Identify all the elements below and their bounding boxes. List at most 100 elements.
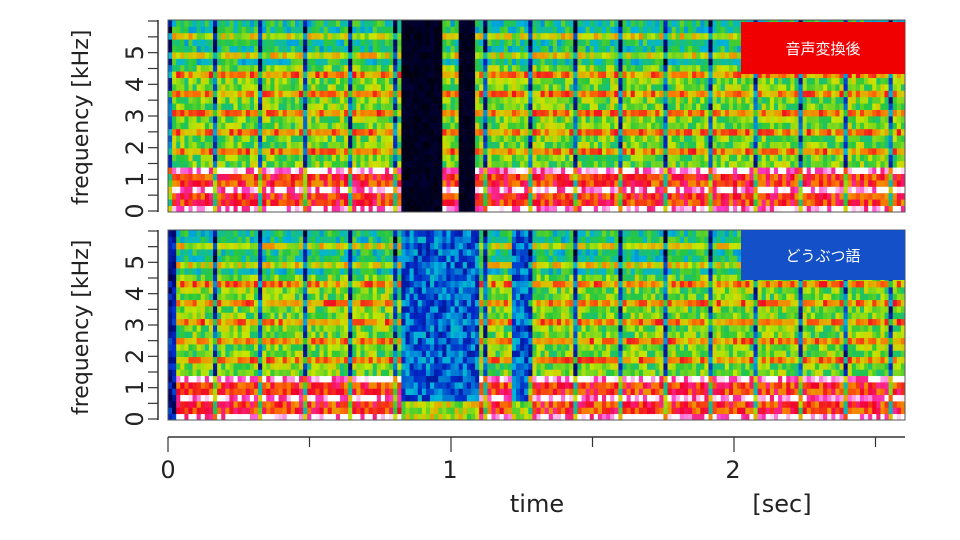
spectrogram-cell: [249, 39, 255, 46]
spectrogram-cell: [425, 45, 431, 53]
spectrogram-cell: [610, 96, 615, 104]
spectrogram-cell: [696, 26, 701, 34]
spectrogram-cell: [331, 84, 337, 91]
spectrogram-cell: [470, 141, 476, 149]
spectrogram-cell: [364, 135, 370, 142]
spectrogram-cell: [213, 135, 218, 142]
spectrogram-cell: [737, 64, 742, 72]
spectrogram-cell: [790, 154, 795, 162]
spectrogram-cell: [773, 180, 779, 187]
spectrogram-cell: [188, 141, 193, 149]
spectrogram-cell: [352, 199, 357, 206]
spectrogram-cell: [479, 186, 484, 194]
spectrogram-cell: [434, 32, 439, 40]
spectrogram-cell: [692, 141, 697, 149]
spectrogram-cell: [425, 20, 431, 27]
spectrogram-cell: [810, 116, 816, 123]
spectrogram-cell: [728, 135, 734, 142]
spectrogram-cell: [544, 199, 550, 206]
spectrogram-cell: [438, 71, 443, 78]
spectrogram-cell: [417, 64, 423, 72]
spectrogram-cell: [434, 160, 439, 168]
spectrogram-cell: [389, 122, 394, 130]
spectrogram-cell: [843, 122, 849, 130]
spectrogram-cell: [671, 180, 677, 187]
spectrogram-cell: [548, 116, 554, 123]
spectrogram-cell: [311, 32, 316, 40]
spectrogram-cell: [642, 199, 648, 206]
spectrogram-cell: [835, 186, 840, 194]
spectrogram-cell: [483, 26, 488, 34]
spectrogram-cell: [233, 77, 238, 85]
spectrogram-cell: [733, 186, 738, 194]
spectrogram-cell: [454, 77, 460, 85]
spectrogram-cell: [196, 103, 202, 110]
spectrogram-cell: [757, 148, 763, 155]
spectrogram-cell: [700, 186, 705, 194]
spectrogram-cell: [773, 186, 779, 194]
spectrogram-cell: [491, 160, 496, 168]
spectrogram-cell: [233, 148, 238, 155]
spectrogram-cell: [450, 128, 456, 136]
spectrogram-cell: [540, 141, 546, 149]
spectrogram-cell: [786, 96, 791, 104]
spectrogram-cell: [299, 154, 304, 162]
spectrogram-cell: [282, 71, 288, 78]
spectrogram-cell: [847, 122, 853, 130]
spectrogram-cell: [380, 64, 386, 72]
spectrogram-cell: [339, 45, 345, 53]
spectrogram-cell: [565, 90, 570, 98]
spectrogram-cell: [749, 77, 754, 85]
spectrogram-cell: [307, 52, 312, 59]
spectrogram-cell: [532, 71, 537, 78]
spectrogram-cell: [839, 128, 844, 136]
spectrogram-cell: [442, 103, 447, 110]
spectrogram-cell: [659, 58, 664, 66]
spectrogram-cell: [266, 45, 271, 53]
spectrogram-cell: [798, 186, 804, 194]
spectrogram-cell: [196, 186, 202, 194]
spectrogram-cell: [651, 135, 656, 142]
spectrogram-cell: [339, 52, 345, 59]
spectrogram-cell: [737, 71, 742, 78]
spectrogram-cell: [376, 103, 382, 110]
spectrogram-cell: [569, 199, 574, 206]
spectrogram-cell: [204, 167, 210, 174]
spectrogram-cell: [773, 148, 779, 155]
spectrogram-cell: [425, 58, 431, 66]
spectrogram-cell: [364, 103, 370, 110]
spectrogram-cell: [610, 148, 615, 155]
spectrogram-cell: [704, 64, 709, 72]
spectrogram-cell: [548, 148, 554, 155]
spectrogram-cell: [733, 109, 738, 117]
spectrogram-cell: [761, 192, 767, 200]
spectrogram-cell: [536, 39, 541, 46]
spectrogram-cell: [659, 173, 664, 181]
spectrogram-cell: [663, 84, 668, 91]
spectrogram-cell: [339, 160, 345, 168]
spectrogram-cell: [450, 180, 456, 187]
spectrogram-cell: [188, 192, 193, 200]
spectrogram-cell: [831, 103, 836, 110]
spectrogram-cell: [704, 135, 709, 142]
spectrogram-cell: [794, 122, 799, 130]
spectrogram-cell: [708, 45, 713, 53]
spectrogram-cell: [339, 77, 345, 85]
spectrogram-cell: [339, 135, 345, 142]
spectrogram-cell: [352, 192, 357, 200]
spectrogram-cell: [380, 84, 386, 91]
spectrogram-cell: [626, 128, 632, 136]
spectrogram-cell: [430, 135, 435, 142]
spectrogram-cell: [368, 96, 374, 104]
spectrogram-cell: [597, 52, 603, 59]
spectrogram-cell: [290, 192, 296, 200]
spectrogram-cell: [352, 122, 357, 130]
spectrogram-cell: [753, 77, 758, 85]
spectrogram-cell: [520, 77, 525, 85]
spectrogram-cell: [798, 116, 804, 123]
spectrogram-cell: [421, 205, 427, 213]
spectrogram-cell: [368, 205, 374, 213]
spectrogram-cell: [704, 58, 709, 66]
spectrogram-cell: [487, 199, 492, 206]
spectrogram-cell: [380, 39, 386, 46]
